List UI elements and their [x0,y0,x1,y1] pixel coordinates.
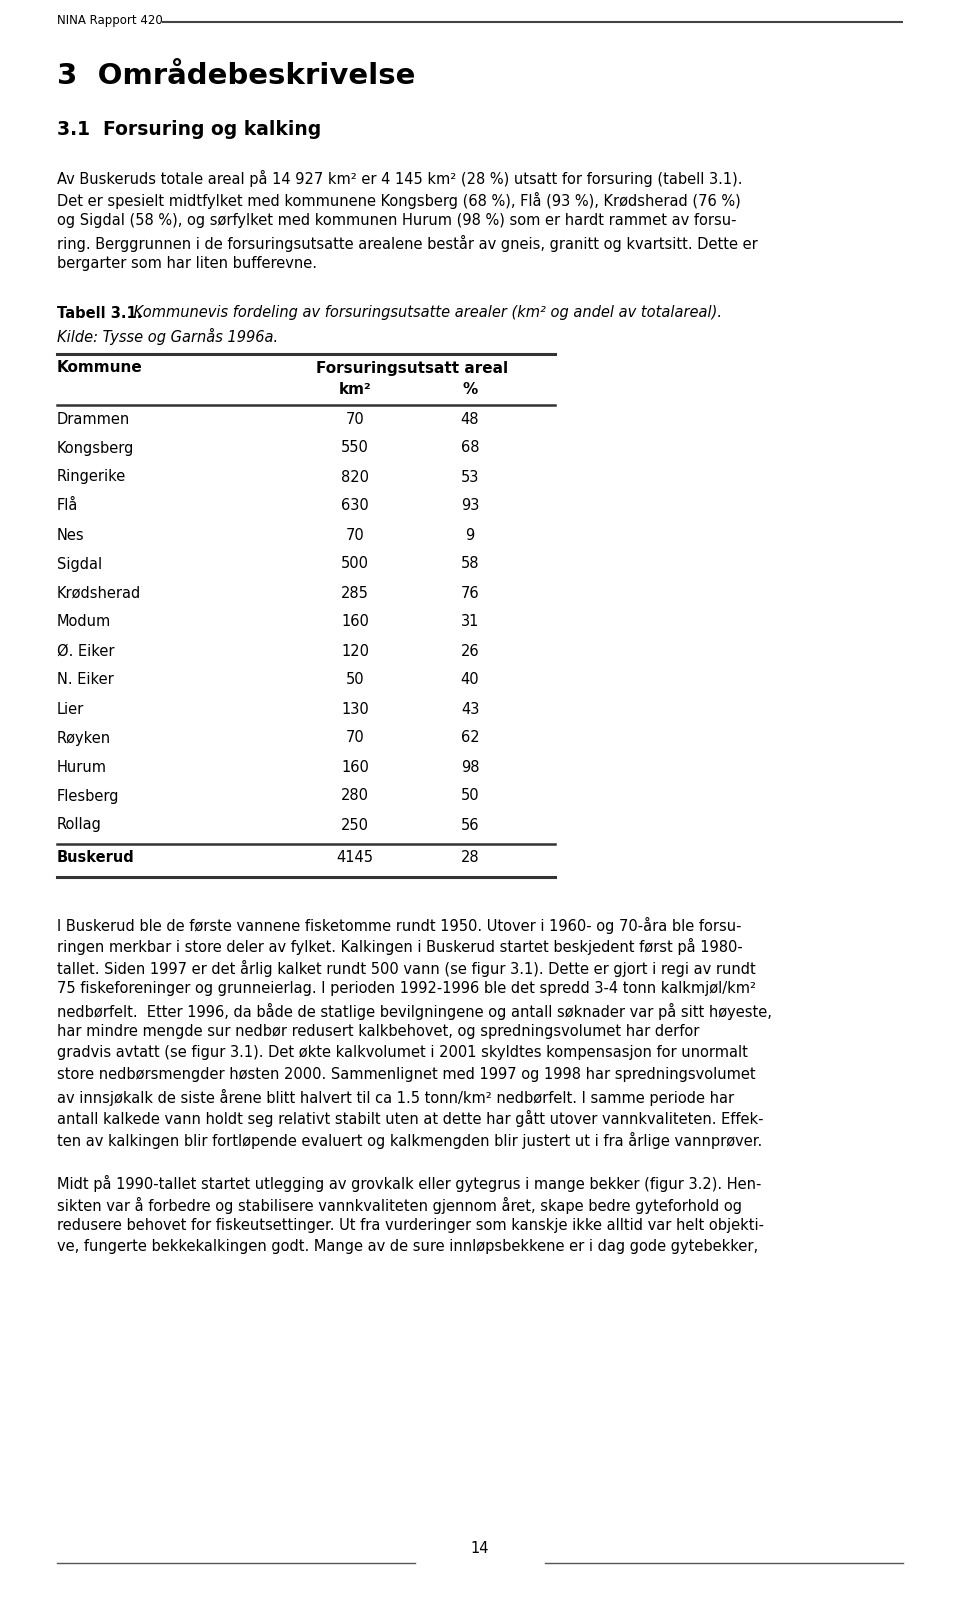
Text: 550: 550 [341,441,369,455]
Text: 500: 500 [341,556,369,572]
Text: 14: 14 [470,1541,490,1555]
Text: 50: 50 [346,672,364,687]
Text: Drammen: Drammen [57,412,131,426]
Text: ve, fungerte bekkekalkingen godt. Mange av de sure innløpsbekkene er i dag gode : ve, fungerte bekkekalkingen godt. Mange … [57,1239,758,1255]
Text: 28: 28 [461,851,479,866]
Text: 120: 120 [341,644,369,658]
Text: 160: 160 [341,760,369,775]
Text: Rollag: Rollag [57,818,102,832]
Text: Hurum: Hurum [57,760,107,775]
Text: av innsjøkalk de siste årene blitt halvert til ca 1.5 tonn/km² nedbørfelt. I sam: av innsjøkalk de siste årene blitt halve… [57,1089,734,1105]
Text: store nedbørsmengder høsten 2000. Sammenlignet med 1997 og 1998 har spredningsvo: store nedbørsmengder høsten 2000. Sammen… [57,1067,756,1083]
Text: Kongsberg: Kongsberg [57,441,134,455]
Text: 160: 160 [341,615,369,629]
Text: Buskerud: Buskerud [57,851,134,866]
Text: 3  Områdebeskrivelse: 3 Områdebeskrivelse [57,62,416,89]
Text: %: % [463,383,478,398]
Text: 70: 70 [346,412,365,426]
Text: 75 fiskeforeninger og grunneierlag. I perioden 1992-1996 ble det spredd 3-4 tonn: 75 fiskeforeninger og grunneierlag. I pe… [57,981,756,997]
Text: og Sigdal (58 %), og sørfylket med kommunen Hurum (98 %) som er hardt rammet av : og Sigdal (58 %), og sørfylket med kommu… [57,212,736,228]
Text: I Buskerud ble de første vannene fisketomme rundt 1950. Utover i 1960- og 70-åra: I Buskerud ble de første vannene fisketo… [57,917,741,934]
Text: 53: 53 [461,470,479,484]
Text: Modum: Modum [57,615,111,629]
Text: Nes: Nes [57,527,84,543]
Text: 76: 76 [461,586,479,600]
Text: 285: 285 [341,586,369,600]
Text: Krødsherad: Krødsherad [57,586,141,600]
Text: gradvis avtatt (se figur 3.1). Det økte kalkvolumet i 2001 skyldtes kompensasjon: gradvis avtatt (se figur 3.1). Det økte … [57,1046,748,1060]
Text: 68: 68 [461,441,479,455]
Text: Flå: Flå [57,498,79,514]
Text: Ringerike: Ringerike [57,470,127,484]
Text: Kilde: Tysse og Garnås 1996a.: Kilde: Tysse og Garnås 1996a. [57,327,278,345]
Text: Flesberg: Flesberg [57,789,119,803]
Text: Av Buskeruds totale areal på 14 927 km² er 4 145 km² (28 %) utsatt for forsuring: Av Buskeruds totale areal på 14 927 km² … [57,169,742,187]
Text: Røyken: Røyken [57,730,111,746]
Text: Kommune: Kommune [57,361,143,375]
Text: antall kalkede vann holdt seg relativt stabilt uten at dette har gått utover van: antall kalkede vann holdt seg relativt s… [57,1110,763,1127]
Text: 26: 26 [461,644,479,658]
Text: bergarter som har liten bufferevne.: bergarter som har liten bufferevne. [57,256,317,271]
Text: 9: 9 [466,527,474,543]
Text: sikten var å forbedre og stabilisere vannkvaliteten gjennom året, skape bedre gy: sikten var å forbedre og stabilisere van… [57,1196,742,1214]
Text: tallet. Siden 1997 er det årlig kalket rundt 500 vann (se figur 3.1). Dette er g: tallet. Siden 1997 er det årlig kalket r… [57,960,756,976]
Text: 280: 280 [341,789,369,803]
Text: 98: 98 [461,760,479,775]
Text: Sigdal: Sigdal [57,556,102,572]
Text: km²: km² [339,383,372,398]
Text: ten av kalkingen blir fortløpende evaluert og kalkmengden blir justert ut i fra : ten av kalkingen blir fortløpende evalue… [57,1132,762,1148]
Text: 43: 43 [461,701,479,717]
Text: 93: 93 [461,498,479,514]
Text: 3.1  Forsuring og kalking: 3.1 Forsuring og kalking [57,120,322,139]
Text: 31: 31 [461,615,479,629]
Text: redusere behovet for fiskeutsettinger. Ut fra vurderinger som kanskje ikke allti: redusere behovet for fiskeutsettinger. U… [57,1219,764,1233]
Text: 820: 820 [341,470,369,484]
Text: 130: 130 [341,701,369,717]
Text: nedbørfelt.  Etter 1996, da både de statlige bevilgningene og antall søknader va: nedbørfelt. Etter 1996, da både de statl… [57,1003,772,1019]
Text: NINA Rapport 420: NINA Rapport 420 [57,14,163,27]
Text: 50: 50 [461,789,479,803]
Text: 48: 48 [461,412,479,426]
Text: 630: 630 [341,498,369,514]
Text: 40: 40 [461,672,479,687]
Text: Kommunevis fordeling av forsuringsutsatte arealer (km² og andel av totalareal).: Kommunevis fordeling av forsuringsutsatt… [129,305,722,321]
Text: Tabell 3.1.: Tabell 3.1. [57,305,142,321]
Text: Forsuringsutsatt areal: Forsuringsutsatt areal [317,361,509,375]
Text: 56: 56 [461,818,479,832]
Text: Lier: Lier [57,701,84,717]
Text: ring. Berggrunnen i de forsuringsutsatte arealene består av gneis, granitt og kv: ring. Berggrunnen i de forsuringsutsatte… [57,235,757,251]
Text: 4145: 4145 [337,851,373,866]
Text: 62: 62 [461,730,479,746]
Text: ringen merkbar i store deler av fylket. Kalkingen i Buskerud startet beskjedent : ringen merkbar i store deler av fylket. … [57,937,743,955]
Text: Ø. Eiker: Ø. Eiker [57,644,114,658]
Text: Midt på 1990-tallet startet utlegging av grovkalk eller gytegrus i mange bekker : Midt på 1990-tallet startet utlegging av… [57,1175,761,1191]
Text: N. Eiker: N. Eiker [57,672,113,687]
Text: 70: 70 [346,730,365,746]
Text: Det er spesielt midtfylket med kommunene Kongsberg (68 %), Flå (93 %), Krødshera: Det er spesielt midtfylket med kommunene… [57,192,741,209]
Text: 70: 70 [346,527,365,543]
Text: 58: 58 [461,556,479,572]
Text: har mindre mengde sur nedbør redusert kalkbehovet, og spredningsvolumet har derf: har mindre mengde sur nedbør redusert ka… [57,1024,700,1040]
Text: 250: 250 [341,818,369,832]
